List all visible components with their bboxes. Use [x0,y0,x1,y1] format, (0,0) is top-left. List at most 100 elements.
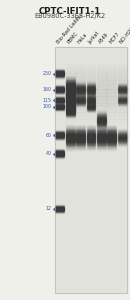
Bar [118,67,127,70]
Bar [66,131,75,132]
Bar [97,76,106,80]
Bar [76,101,85,105]
Bar [66,125,75,126]
Bar [66,89,75,90]
Bar [97,132,106,133]
Bar [76,129,85,130]
Bar [66,74,75,77]
Bar [76,132,85,133]
Bar [107,92,116,96]
Bar [76,85,85,89]
Bar [66,82,75,86]
Bar [87,125,95,126]
Bar [118,115,127,119]
Bar [118,142,127,143]
Bar [107,135,116,136]
Bar [97,74,106,77]
Bar [76,136,85,137]
Bar [107,64,116,68]
Bar [87,133,95,134]
Bar [107,99,116,103]
Bar [76,89,85,93]
Bar [107,69,116,73]
Bar [66,95,75,96]
Bar [66,92,75,93]
Bar [66,76,75,80]
Bar [66,143,75,144]
Bar [118,94,127,98]
Bar [107,110,116,114]
Bar [66,84,75,85]
Bar [97,101,106,105]
Bar [87,71,95,75]
Bar [97,140,106,141]
Bar [97,120,106,121]
Bar [76,92,85,96]
Bar [66,101,75,102]
Bar [66,100,75,101]
Bar [66,97,75,98]
Bar [118,85,127,89]
Bar [118,64,127,68]
Bar [97,96,106,100]
Bar [76,145,85,146]
Bar [107,132,116,133]
Bar [107,119,116,123]
Bar [66,87,75,88]
Bar [87,85,95,89]
Bar [97,121,106,122]
Bar [66,97,75,98]
Bar [118,96,127,100]
Bar [66,110,75,111]
Bar [97,71,106,75]
Bar [76,133,85,134]
Text: 60: 60 [45,133,51,138]
Bar [76,143,85,144]
Bar [66,97,75,98]
Bar [66,103,75,104]
Bar [97,136,106,137]
Text: Bio-Rad Ladder: Bio-Rad Ladder [56,13,84,45]
Bar [97,137,106,138]
Bar [107,145,116,146]
Bar [107,139,116,140]
Bar [118,71,127,75]
Bar [66,148,75,149]
Bar [66,119,75,123]
Bar [66,102,75,103]
Bar [66,93,75,94]
Bar [76,141,85,142]
Bar [118,105,127,110]
Bar [107,82,116,86]
Bar [118,119,127,123]
Text: PBMC: PBMC [66,31,79,45]
Bar [87,146,95,147]
Bar [66,138,75,139]
Bar [107,140,116,141]
Bar [66,96,75,97]
Bar [97,94,106,98]
Bar [118,112,127,116]
Bar [97,144,106,145]
Text: EB0980C-33E3-H2/K2: EB0980C-33E3-H2/K2 [35,13,106,19]
Text: MCF7: MCF7 [108,32,121,45]
Bar [87,89,95,93]
Bar [97,141,106,142]
Bar [76,99,85,103]
Bar [87,148,95,149]
Bar [97,119,106,123]
Bar [97,113,106,114]
Bar [66,100,75,101]
Bar [76,80,85,84]
Bar [87,127,95,128]
Bar [76,146,85,147]
Bar [97,148,106,149]
Bar [66,94,75,95]
Bar [87,138,95,139]
Bar [118,129,127,130]
Bar [107,136,116,137]
Bar [66,96,75,97]
Bar [87,144,95,145]
Bar [87,110,95,114]
Bar [76,147,85,148]
